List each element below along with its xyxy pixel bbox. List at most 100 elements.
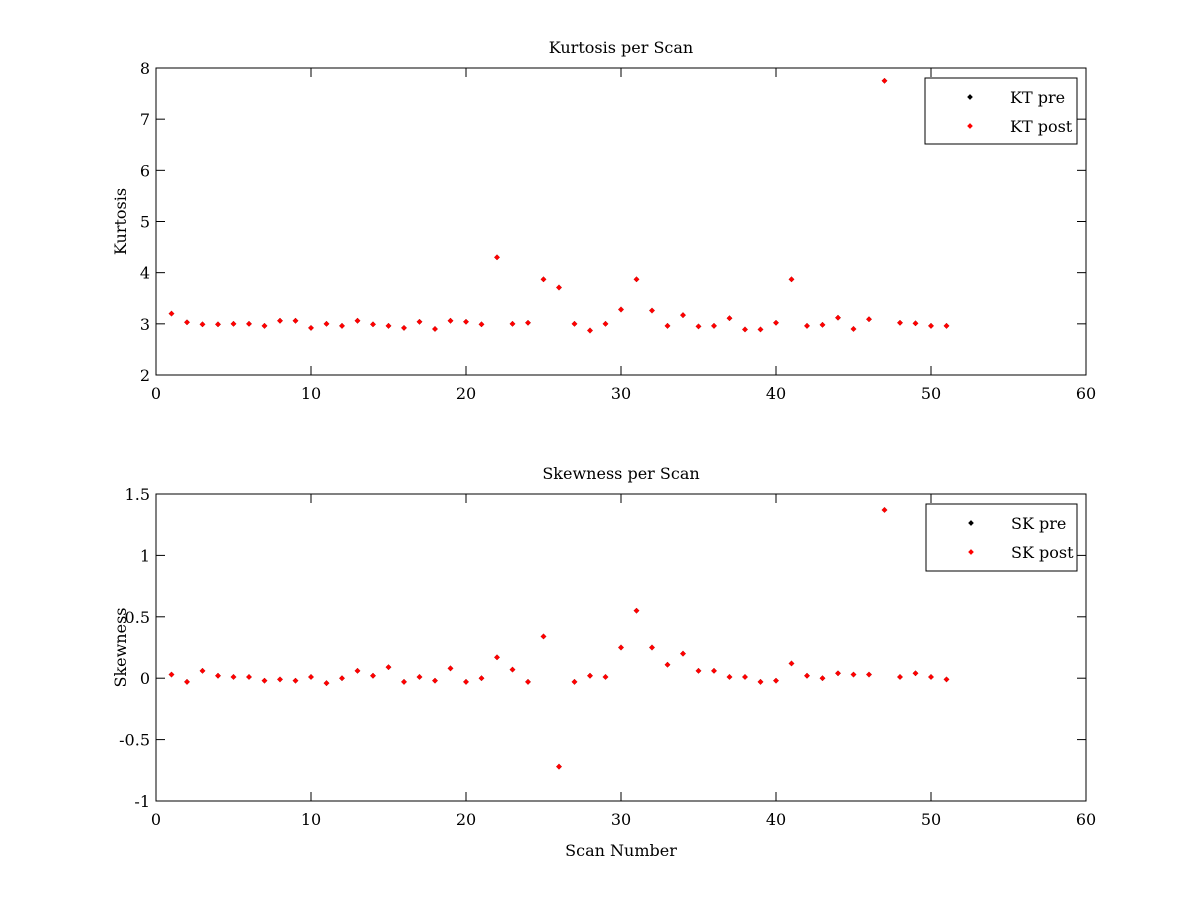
data-point-post <box>943 676 950 683</box>
data-point-post <box>277 317 283 324</box>
data-point-post <box>804 323 810 329</box>
legend-label: KT post <box>1010 117 1073 136</box>
data-point-post <box>215 321 221 328</box>
x-tick-label: 50 <box>921 384 941 403</box>
data-point-post <box>463 679 469 685</box>
data-point-post <box>540 276 547 283</box>
data-point-post <box>230 674 237 680</box>
data-point-post <box>850 671 857 678</box>
data-point-post <box>881 77 888 84</box>
data-point-post <box>447 317 454 324</box>
x-tick-label: 10 <box>301 384 321 403</box>
data-point-post <box>680 312 686 318</box>
data-point-post <box>788 660 795 667</box>
y-tick-label: -0.5 <box>119 731 150 750</box>
data-point-post <box>726 315 733 322</box>
y-tick-label: 8 <box>140 59 150 78</box>
data-point-post <box>773 677 779 684</box>
data-point-post <box>509 321 516 327</box>
chart-title: Skewness per Scan <box>542 464 699 483</box>
data-point-post <box>292 677 299 684</box>
data-point-post <box>928 323 934 329</box>
data-point-post <box>866 671 872 678</box>
data-point-post <box>711 323 717 329</box>
y-axis-label: Skewness <box>111 607 130 687</box>
data-point-post <box>339 675 345 682</box>
legend-label: SK pre <box>1011 514 1066 533</box>
y-tick-label: 3 <box>140 315 150 334</box>
data-point-post <box>742 674 748 680</box>
data-point-post <box>246 321 252 327</box>
y-axis-label: Kurtosis <box>111 188 130 255</box>
data-point-post <box>354 317 361 324</box>
legend-marker <box>967 123 973 129</box>
data-point-post <box>432 677 438 684</box>
data-point-post <box>246 674 252 680</box>
data-point-post <box>912 320 919 327</box>
data-point-post <box>525 679 531 685</box>
legend-box <box>925 503 1078 572</box>
data-point-post <box>199 668 206 674</box>
data-point-post <box>881 507 888 513</box>
data-point-post <box>401 325 407 331</box>
x-tick-label: 0 <box>151 810 161 829</box>
data-point-post <box>664 661 671 668</box>
legend: KT pre KT post <box>924 77 1078 145</box>
data-point-post <box>416 318 423 325</box>
y-tick-label: 7 <box>140 110 150 129</box>
data-point-post <box>292 317 299 324</box>
data-point-post <box>184 679 190 685</box>
data-point-post <box>401 679 407 685</box>
data-point-post <box>649 644 655 651</box>
data-point-post <box>184 319 190 326</box>
legend-box <box>924 77 1078 145</box>
data-point-post <box>711 668 717 674</box>
x-tick-label: 30 <box>611 384 631 403</box>
data-point-post <box>494 654 500 661</box>
subplot-1: 0 10 20 30 40 50 60 2 3 4 5 6 7 8 Kurtosis per Scan Kur… <box>111 38 1096 403</box>
data-point-post <box>788 276 795 283</box>
data-point-post <box>618 306 624 313</box>
data-point-post <box>308 325 314 331</box>
data-point-post <box>525 319 531 326</box>
x-tick-label: 50 <box>921 810 941 829</box>
x-tick-label: 10 <box>301 810 321 829</box>
data-point-post <box>215 672 221 679</box>
data-point-post <box>323 321 330 327</box>
data-point-post <box>447 665 454 672</box>
x-tick-label: 30 <box>611 810 631 829</box>
data-point-post <box>742 326 748 333</box>
data-point-post <box>308 674 314 680</box>
y-tick-label: 1.5 <box>125 485 150 504</box>
data-point-post <box>897 674 903 680</box>
y-tick-label: -1 <box>134 792 150 811</box>
data-point-post <box>819 322 826 328</box>
data-point-post <box>587 327 593 334</box>
y-tick-label: 5 <box>140 213 150 232</box>
data-point-post <box>819 675 826 682</box>
x-axis-label: Scan Number <box>565 841 677 860</box>
legend-marker <box>968 520 974 526</box>
data-point-post <box>199 321 206 328</box>
data-point-post <box>943 323 950 329</box>
data-point-post <box>649 307 655 314</box>
data-point-post <box>773 319 779 326</box>
x-tick-label: 60 <box>1076 384 1096 403</box>
data-point-post <box>323 680 330 686</box>
data-point-post <box>230 321 237 327</box>
data-point-post <box>726 674 733 680</box>
data-point-post <box>463 318 469 325</box>
data-point-post <box>261 677 268 684</box>
y-tick-label: 0 <box>140 669 150 688</box>
data-point-post <box>509 666 516 673</box>
data-point-post <box>571 321 578 327</box>
data-point-post <box>850 326 857 332</box>
chart-title: Kurtosis per Scan <box>549 38 693 57</box>
data-point-post <box>633 607 640 614</box>
data-point-post <box>757 679 764 685</box>
data-point-post <box>633 276 640 283</box>
data-point-post <box>835 314 841 321</box>
data-point-post <box>354 668 361 674</box>
